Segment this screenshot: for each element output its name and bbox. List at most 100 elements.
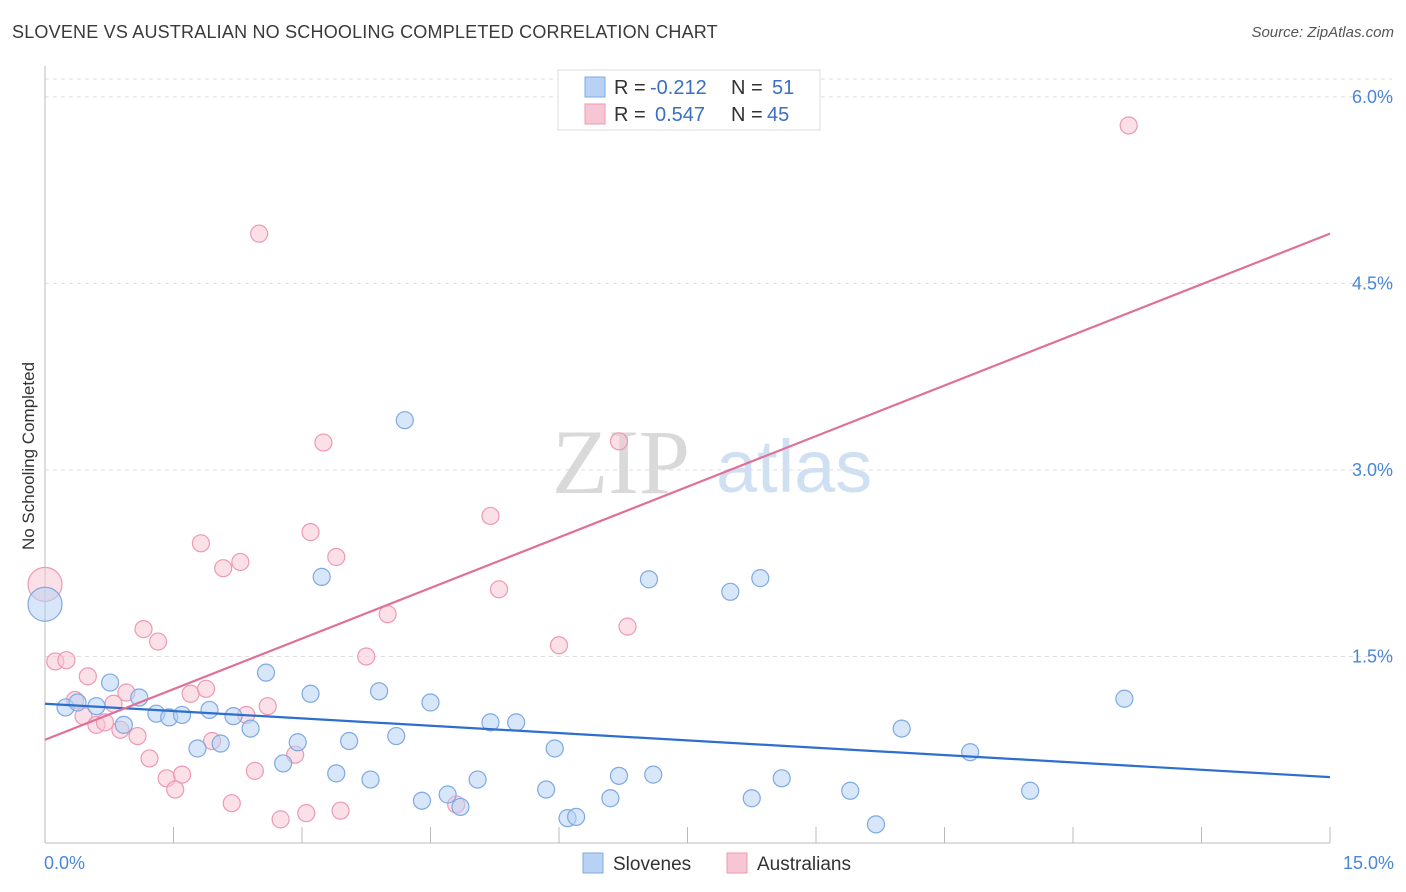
australian-point xyxy=(314,433,333,452)
legend-n-value-slovenes: 51 xyxy=(772,77,794,99)
legend-r-value-slovenes: -0.212 xyxy=(650,77,707,99)
australian-point xyxy=(549,636,569,655)
slovene-point xyxy=(468,770,487,789)
slovene-point xyxy=(340,731,359,751)
slovene-point xyxy=(361,770,380,789)
watermark-atlas: atlas xyxy=(716,425,872,508)
series-legend: Slovenes Australians xyxy=(582,852,851,875)
slovene-point xyxy=(27,586,63,622)
australian-point xyxy=(609,432,629,451)
slovene-point xyxy=(188,739,207,758)
bottom-legend-swatch-slovenes xyxy=(582,852,604,874)
slovene-point xyxy=(387,726,406,746)
australian-point xyxy=(78,667,97,686)
slovene-point xyxy=(114,715,133,734)
legend-r-label-australians: R = xyxy=(614,104,646,126)
bottom-legend-label-slovenes: Slovenes xyxy=(613,854,691,875)
scatter-points xyxy=(27,116,1138,834)
australian-point xyxy=(134,620,153,639)
slovene-point xyxy=(609,766,629,785)
bottom-legend-swatch-australians xyxy=(726,852,748,874)
bottom-legend-label-australians: Australians xyxy=(757,854,851,875)
australian-point xyxy=(618,617,637,636)
australian-point xyxy=(140,749,159,768)
slovene-point xyxy=(101,673,120,692)
y-tick-label: 6.0% xyxy=(1352,87,1393,107)
y-axis-title: No Schooling Completed xyxy=(19,362,38,550)
australian-point xyxy=(481,506,500,526)
australian-point xyxy=(231,552,250,572)
legend-n-label-slovenes: N = xyxy=(731,77,763,99)
slovene-point xyxy=(721,582,740,601)
correlation-legend: R = -0.212 N = 51 R = 0.547 N = 45 xyxy=(557,69,821,131)
slovene-point xyxy=(751,569,770,588)
slovene-point xyxy=(451,797,470,817)
y-tick-label: 4.5% xyxy=(1352,273,1393,293)
australian-point xyxy=(196,679,216,698)
slovene-point xyxy=(892,719,911,738)
australian-point xyxy=(57,651,76,670)
slovene-point xyxy=(370,682,389,701)
gridlines xyxy=(45,78,1392,657)
australian-point xyxy=(191,534,211,553)
australian-point xyxy=(331,801,350,820)
slovene-point xyxy=(772,769,791,788)
slovene-point xyxy=(545,739,564,758)
slovene-point xyxy=(288,733,307,752)
slovene-point xyxy=(68,693,87,712)
australian-point xyxy=(297,804,316,823)
australian-point xyxy=(166,780,185,799)
slovene-point xyxy=(841,781,860,800)
y-tick-label: 3.0% xyxy=(1352,460,1393,480)
trend-lines xyxy=(44,232,1331,779)
y-tick-label: 1.5% xyxy=(1352,646,1393,666)
slovene-point xyxy=(742,789,761,808)
slovene-point xyxy=(256,663,276,682)
slovene-point xyxy=(601,789,620,808)
australian-point xyxy=(250,224,269,243)
axes: 1.5% 3.0% 4.5% 6.0% xyxy=(44,66,1393,844)
legend-swatch-australians xyxy=(584,103,606,125)
slovene-point xyxy=(481,713,500,732)
slovene-point xyxy=(644,765,663,784)
legend-n-label-australians: N = xyxy=(731,104,763,126)
slovene-point xyxy=(866,815,886,834)
australian-point xyxy=(327,547,346,567)
australian-point xyxy=(271,810,290,829)
slovene-point xyxy=(567,807,586,826)
slovene-point xyxy=(412,791,432,810)
slovene-point xyxy=(438,785,457,804)
australian-point xyxy=(245,761,264,780)
australian-point xyxy=(128,726,147,746)
legend-r-label-slovenes: R = xyxy=(614,77,646,99)
x-tick-label-min: 0.0% xyxy=(44,853,85,873)
australian-point xyxy=(214,559,233,578)
slovene-point xyxy=(507,713,526,732)
slovene-point xyxy=(327,764,346,783)
australian-point xyxy=(357,647,376,666)
australian-point xyxy=(172,765,192,784)
slovene-point xyxy=(395,411,414,430)
australian-point xyxy=(181,684,200,703)
australian-point xyxy=(258,697,277,716)
slovene-point xyxy=(224,707,243,726)
x-tick-label-max: 15.0% xyxy=(1343,853,1394,873)
legend-n-value-australians: 45 xyxy=(767,104,789,126)
australian-trend-line xyxy=(44,232,1331,741)
australian-point xyxy=(301,523,320,542)
slovene-point xyxy=(639,570,659,589)
slovene-point xyxy=(274,754,293,773)
slovene-point xyxy=(1115,689,1134,708)
chart-source: Source: ZipAtlas.com xyxy=(1251,24,1394,41)
legend-swatch-slovenes xyxy=(584,76,606,98)
slovene-point xyxy=(537,780,556,799)
legend-r-value-australians: 0.547 xyxy=(655,104,705,126)
australian-point xyxy=(489,580,509,599)
australian-point xyxy=(1119,116,1138,135)
slovene-point xyxy=(312,567,331,586)
slovene-point xyxy=(172,705,192,725)
slovene-point xyxy=(1021,781,1040,800)
slovene-trend-line xyxy=(44,702,1331,779)
slovene-point xyxy=(200,700,219,720)
